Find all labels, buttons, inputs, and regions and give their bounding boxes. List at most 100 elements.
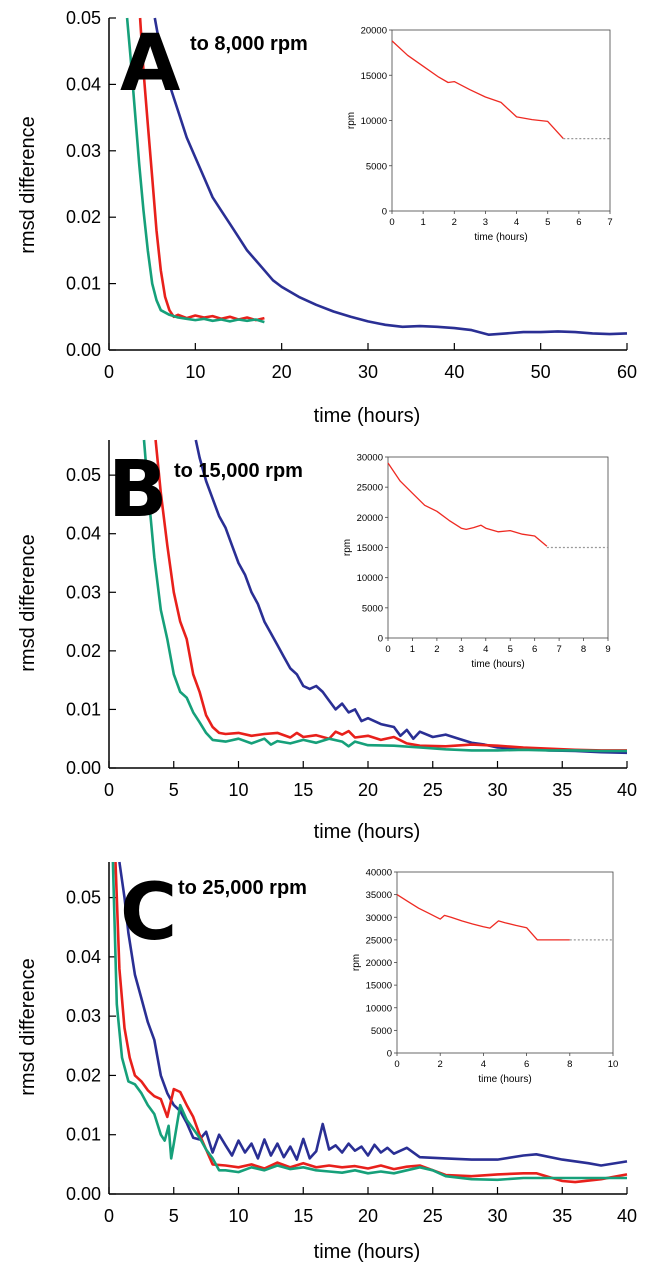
y-tick-label: 0.02 (66, 641, 101, 661)
x-axis-label: time (hours) (314, 821, 421, 843)
inset-y-tick-label: 30000 (366, 913, 392, 924)
panel-c: 0 5 10 15 20 25 30 35 400.000.010.020.030.040.05… (17, 861, 637, 1263)
main-series (125, 17, 628, 337)
inset-y-tick-label: 35000 (366, 890, 392, 901)
inset-x-axis-label: time (hours) (471, 659, 524, 670)
inset-x-tick-label: 6 (576, 217, 581, 228)
x-tick-label: 0 (104, 780, 114, 800)
x-tick-label: 30 (358, 362, 378, 382)
panel-a: 0 10 20 30 40 50 600.000.010.020.030.040.05 A … (17, 8, 637, 427)
x-tick-label: 40 (444, 362, 464, 382)
main-axes: 0 5 10 15 20 25 30 35 400.000.010.020.030.040.05 (66, 440, 637, 800)
main-axes: 0 10 20 30 40 50 600.000.010.020.030.040.05 (66, 8, 637, 382)
panel-b: 0 5 10 15 20 25 30 35 400.000.010.020.030.040.05… (17, 439, 637, 843)
inset-x-tick-label: 0 (385, 644, 390, 655)
inset-x-tick-label: 0 (394, 1059, 399, 1070)
inset-y-tick-label: 15000 (357, 543, 383, 554)
inset-rpm-chart: 0 2 4 6 8 10 0 5000 10000 15000 20000 25000 30000 350… (351, 868, 618, 1086)
main-series (142, 439, 628, 755)
green-series-line (125, 17, 265, 324)
x-tick-label: 0 (104, 1206, 114, 1226)
panel-letter: A (120, 19, 180, 109)
inset-x-tick-label: 7 (607, 217, 612, 228)
inset-x-axis-label: time (hours) (474, 232, 527, 243)
inset-y-tick-label: 15000 (361, 71, 387, 82)
inset-rpm-chart: 0 1 2 3 4 5 6 7 8 9 0 5000 10000 15000 20000 25000 30000… (342, 453, 611, 671)
x-tick-label: 20 (272, 362, 292, 382)
x-tick-label: 15 (293, 1206, 313, 1226)
inset-y-tick-label: 40000 (366, 868, 392, 879)
inset-y-tick-label: 0 (387, 1049, 392, 1060)
y-tick-label: 0.02 (66, 207, 101, 227)
x-tick-label: 50 (531, 362, 551, 382)
y-tick-label: 0.03 (66, 141, 101, 161)
y-axis-label: rmsd difference (17, 534, 39, 671)
y-tick-label: 0.03 (66, 582, 101, 602)
x-axis-label: time (hours) (314, 405, 421, 427)
inset-rpm-line (387, 462, 548, 547)
x-tick-label: 10 (185, 362, 205, 382)
red-series-line (114, 861, 628, 1184)
inset-x-tick-label: 4 (514, 217, 519, 228)
green-series-line (111, 861, 627, 1182)
y-tick-label: 0.00 (66, 1184, 101, 1204)
x-tick-label: 5 (169, 780, 179, 800)
y-tick-label: 0.01 (66, 699, 101, 719)
y-tick-label: 0.04 (66, 524, 101, 544)
x-tick-label: 10 (228, 1206, 248, 1226)
inset-x-tick-label: 4 (483, 644, 488, 655)
y-tick-label: 0.05 (66, 888, 101, 908)
inset-x-tick-label: 10 (608, 1059, 619, 1070)
panel-letter: B (108, 445, 167, 535)
inset-series (391, 40, 610, 140)
inset-frame (391, 29, 611, 212)
inset-x-tick-label: 8 (581, 644, 586, 655)
inset-y-tick-label: 5000 (366, 161, 387, 172)
y-tick-label: 0.04 (66, 947, 101, 967)
x-axis-label: time (hours) (314, 1241, 421, 1263)
inset-x-tick-label: 4 (481, 1059, 486, 1070)
y-axis-label: rmsd difference (17, 958, 39, 1095)
inset-x-tick-label: 2 (438, 1059, 443, 1070)
inset-rpm-chart: 0 1 2 3 4 5 6 7 0 5000 10000 15000 20000 time (hours… (346, 26, 613, 244)
inset-x-tick-label: 8 (567, 1059, 572, 1070)
inset-x-axis-label: time (hours) (478, 1074, 531, 1085)
x-tick-label: 0 (104, 362, 114, 382)
main-series (111, 861, 628, 1184)
x-tick-label: 30 (487, 780, 507, 800)
inset-frame (396, 871, 614, 1054)
main-axes: 0 5 10 15 20 25 30 35 400.000.010.020.030.040.05 (66, 862, 637, 1226)
y-axis-label: rmsd difference (17, 116, 39, 253)
inset-x-tick-label: 2 (434, 644, 439, 655)
x-tick-label: 40 (617, 780, 637, 800)
panel-title: to 15,000 rpm (174, 460, 303, 482)
x-tick-label: 60 (617, 362, 637, 382)
x-tick-label: 20 (358, 1206, 378, 1226)
y-tick-label: 0.01 (66, 1125, 101, 1145)
x-tick-label: 35 (552, 1206, 572, 1226)
inset-y-tick-label: 25000 (357, 483, 383, 494)
inset-y-tick-label: 20000 (361, 26, 387, 37)
inset-y-tick-label: 0 (378, 634, 383, 645)
inset-axes: 0 2 4 6 8 10 0 5000 10000 15000 20000 25000 30000 350… (366, 868, 619, 1071)
y-tick-label: 0.00 (66, 340, 101, 360)
y-tick-label: 0.05 (66, 465, 101, 485)
blue-series-line (194, 439, 628, 755)
inset-y-tick-label: 10000 (361, 116, 387, 127)
inset-y-axis-label: rpm (351, 954, 362, 971)
x-tick-label: 20 (358, 780, 378, 800)
x-tick-label: 25 (423, 780, 443, 800)
y-tick-label: 0.05 (66, 8, 101, 28)
inset-y-tick-label: 10000 (357, 573, 383, 584)
inset-axes: 0 1 2 3 4 5 6 7 0 5000 10000 15000 20000 (361, 26, 613, 229)
inset-y-axis-label: rpm (342, 539, 353, 556)
x-tick-label: 10 (228, 780, 248, 800)
y-tick-label: 0.02 (66, 1065, 101, 1085)
x-tick-label: 25 (423, 1206, 443, 1226)
x-tick-label: 30 (487, 1206, 507, 1226)
inset-x-tick-label: 6 (524, 1059, 529, 1070)
x-tick-label: 5 (169, 1206, 179, 1226)
inset-x-tick-label: 5 (545, 217, 550, 228)
inset-x-tick-label: 1 (420, 217, 425, 228)
